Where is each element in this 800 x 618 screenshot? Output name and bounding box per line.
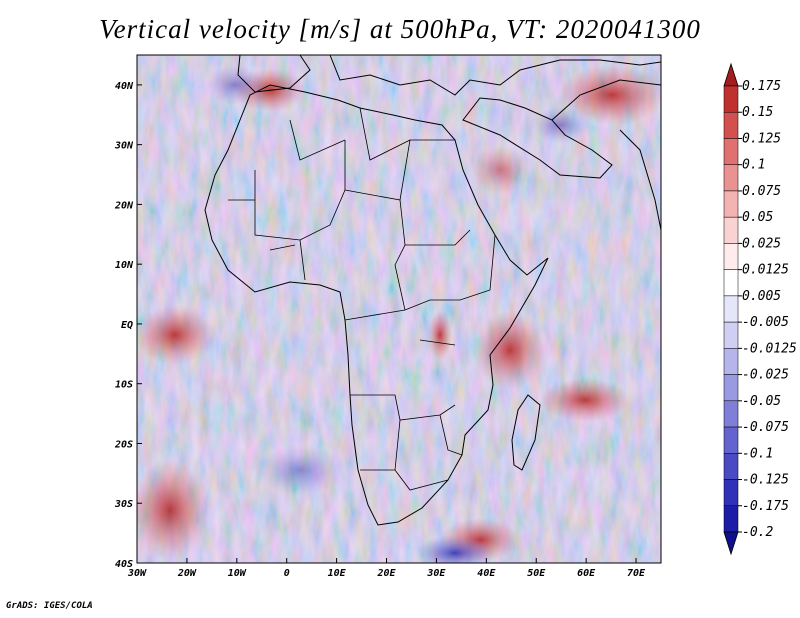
lon-tick-label: 10E xyxy=(328,568,347,579)
colorbar-swatch xyxy=(723,295,739,323)
europe-outline xyxy=(329,55,661,96)
colorbar-swatch xyxy=(723,426,739,454)
colorbar-swatch xyxy=(723,216,739,244)
colorbar-label: -0.05 xyxy=(742,394,781,409)
country-borders xyxy=(228,107,496,491)
colorbar-swatch xyxy=(723,243,739,270)
lat-axis: 40N 30N 20N 10N EQ 10S 20S 30S 40S xyxy=(114,81,142,570)
colorbar-swatch xyxy=(723,479,739,507)
colorbar-label: -0.005 xyxy=(742,315,789,330)
lat-tick-label: 30N xyxy=(114,141,134,152)
colorbar-label: -0.075 xyxy=(742,420,789,435)
colorbar-swatch xyxy=(723,400,739,428)
colorbar-swatch xyxy=(723,374,739,402)
coastlines xyxy=(204,55,661,526)
lat-tick-label: 30S xyxy=(114,499,133,510)
arabia-outline xyxy=(462,97,613,179)
colorbar-label: -0.125 xyxy=(742,473,789,488)
colorbar-swatch xyxy=(723,164,739,192)
colorbar-label: -0.0125 xyxy=(742,341,797,356)
colorbar-label: 0.0125 xyxy=(742,263,789,278)
colorbar-label: -0.025 xyxy=(742,368,789,383)
lon-axis: 30W 20W 10W 0 10E 20E 30E 40E 50E 60E 70E xyxy=(127,558,646,579)
credit-label: GrADS: IGES/COLA xyxy=(6,601,93,611)
colorbar-label: 0.025 xyxy=(742,236,781,251)
lat-tick-label: EQ xyxy=(121,320,133,331)
colorbar: 0.175 0.15 0.125 0.1 0.075 0.05 0.025 0.0125 0.0… xyxy=(723,62,797,556)
lat-tick-label: 10N xyxy=(115,260,134,271)
colorbar-swatch xyxy=(723,453,739,480)
colorbar-label: 0.125 xyxy=(742,131,781,146)
lat-tick-label: 40N xyxy=(115,81,134,92)
lon-tick-label: 40E xyxy=(477,568,496,579)
colorbar-label: 0.15 xyxy=(742,105,773,120)
colorbar-swatch xyxy=(723,348,739,375)
lat-tick-label: 10S xyxy=(115,380,133,391)
lon-tick-label: 0 xyxy=(284,568,290,579)
chart-title: Vertical velocity [m/s] at 500hPa, VT: 2… xyxy=(99,14,701,44)
colorbar-label: -0.1 xyxy=(742,446,773,461)
lat-tick-label: 20S xyxy=(114,439,133,450)
lon-tick-label: 20E xyxy=(376,568,396,579)
colorbar-swatch xyxy=(723,190,739,218)
lon-tick-label: 30W xyxy=(127,568,147,579)
india-outline xyxy=(619,129,661,231)
colorbar-label: 0.1 xyxy=(742,158,765,173)
colorbar-label: -0.2 xyxy=(742,525,773,540)
lon-tick-label: 60E xyxy=(577,568,596,579)
lat-tick-label: 20N xyxy=(114,200,134,211)
lat-tick-label: 40S xyxy=(115,559,133,570)
persia-outline xyxy=(551,79,661,121)
colorbar-label: 0.175 xyxy=(742,79,781,94)
lon-tick-label: 50E xyxy=(527,568,546,579)
map-frame xyxy=(136,54,662,564)
colorbar-swatch xyxy=(723,85,739,113)
iberia-outline xyxy=(237,55,311,93)
colorbar-swatch xyxy=(723,269,739,297)
colorbar-label: 0.005 xyxy=(742,289,781,304)
africa-outline xyxy=(204,84,549,526)
lon-tick-label: 30E xyxy=(426,568,446,579)
colorbar-swatch xyxy=(723,111,739,139)
colorbar-label: 0.05 xyxy=(742,210,773,225)
colorbar-label: -0.175 xyxy=(742,499,789,514)
colorbar-swatch xyxy=(723,321,739,349)
colorbar-swatch xyxy=(723,138,739,165)
madagascar-outline xyxy=(511,394,541,471)
lon-tick-label: 10W xyxy=(228,568,247,579)
colorbar-swatch xyxy=(723,531,739,556)
colorbar-label: 0.075 xyxy=(742,184,781,199)
lon-tick-label: 20W xyxy=(177,568,197,579)
velocity-field xyxy=(137,55,661,563)
lon-tick-label: 70E xyxy=(627,568,646,579)
colorbar-swatch xyxy=(723,505,739,533)
colorbar-swatch xyxy=(723,62,739,87)
